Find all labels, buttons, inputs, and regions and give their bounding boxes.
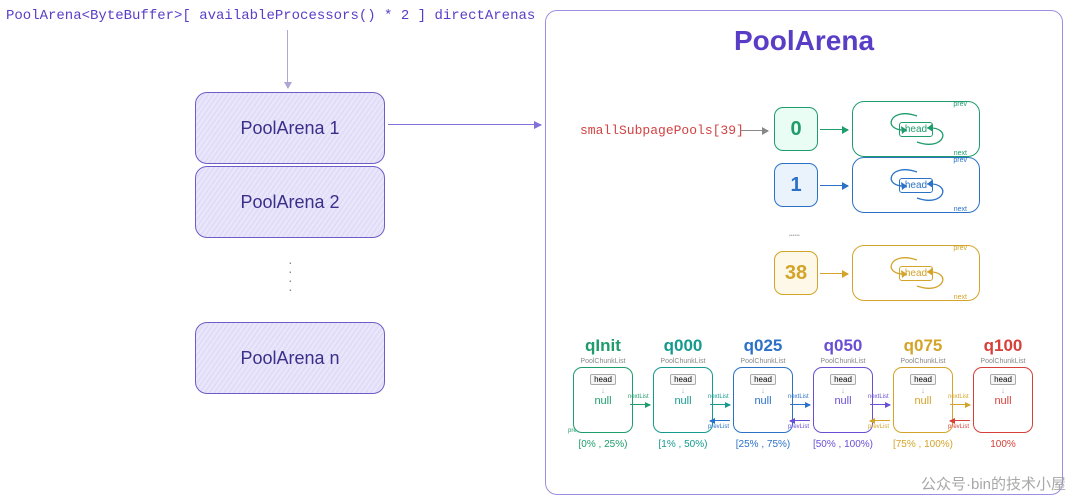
watermark: 公众号·bin的技术小屋 (921, 473, 1066, 494)
prev-label: prev (953, 101, 967, 108)
idx-arrow-1 (820, 185, 848, 186)
q-box: head↓null (573, 367, 633, 433)
arrow-pa1-to-panel (388, 124, 541, 125)
qcol-q050: q050 PoolChunkList head↓null [50% , 100%) (806, 336, 880, 450)
code-header: PoolArena<ByteBuffer>[ availableProcesso… (6, 8, 535, 24)
prev-label: prev (953, 157, 967, 164)
q-title: q050 (806, 336, 880, 356)
q-sub: PoolChunkList (646, 358, 720, 365)
idx-arrow-0 (820, 129, 848, 130)
ssp-arrow (740, 130, 768, 131)
q-head: head (830, 374, 856, 385)
rows-ellipsis: …… (789, 229, 800, 239)
q-null: null (754, 395, 771, 407)
q-title: q100 (966, 336, 1040, 356)
q-down-icon: ↓ (921, 386, 926, 394)
q-sub: PoolChunkList (966, 358, 1040, 365)
q-box: head↓null (973, 367, 1033, 433)
vertical-ellipsis: ···· (288, 258, 293, 294)
next-label: next (954, 294, 967, 301)
q-sub: PoolChunkList (886, 358, 960, 365)
head-box-38: headprevnext (852, 245, 980, 301)
q-head: head (910, 374, 936, 385)
prev-label: prev (953, 245, 967, 252)
q-range: [50% , 100%) (806, 439, 880, 450)
q-sub: PoolChunkList (806, 358, 880, 365)
qcol-q075: q075 PoolChunkList head↓null [75% , 100%) (886, 336, 960, 450)
q-box: head↓null (813, 367, 873, 433)
q-box: head↓null (733, 367, 793, 433)
q-null: null (674, 395, 691, 407)
poolarena-panel: PoolArena smallSubpagePools[39] …… prevL… (545, 10, 1063, 495)
q-down-icon: ↓ (761, 386, 766, 394)
q-range: [1% , 50%) (646, 439, 720, 450)
q-range: 100% (966, 439, 1040, 450)
q-title: q000 (646, 336, 720, 356)
q-title: qInit (566, 336, 640, 356)
q-head: head (590, 374, 616, 385)
q-null: null (594, 395, 611, 407)
q-down-icon: ↓ (681, 386, 686, 394)
q-null: null (914, 395, 931, 407)
q-sub: PoolChunkList (726, 358, 800, 365)
panel-title: PoolArena (546, 25, 1062, 57)
q-head: head (670, 374, 696, 385)
poolarena-box-n: PoolArena n (195, 322, 385, 394)
q-title: q075 (886, 336, 960, 356)
q-down-icon: ↓ (601, 386, 606, 394)
q-head: head (990, 374, 1016, 385)
arrow-header-to-pa1 (287, 30, 288, 88)
q-sub: PoolChunkList (566, 358, 640, 365)
idx-box-0: 0 (774, 107, 818, 151)
q-range: [25% , 75%) (726, 439, 800, 450)
qcol-q000: q000 PoolChunkList head↓null [1% , 50%) (646, 336, 720, 450)
q-null: null (834, 395, 851, 407)
q-range: [75% , 100%) (886, 439, 960, 450)
head-box-0: headprevnext (852, 101, 980, 157)
q-box: head↓null (893, 367, 953, 433)
head-box-1: headprevnext (852, 157, 980, 213)
q-down-icon: ↓ (1001, 386, 1006, 394)
q-box: head↓null (653, 367, 713, 433)
next-label: next (954, 206, 967, 213)
qcol-qInit: qInit PoolChunkList head↓null [0% , 25%) (566, 336, 640, 450)
idx-box-38: 38 (774, 251, 818, 295)
qlist-area: prevList qInitPoolChunkListhead↓null[0% … (556, 336, 1052, 491)
q-range: [0% , 25%) (566, 439, 640, 450)
poolarena-box-1: PoolArena 1 (195, 92, 385, 164)
idx-arrow-38 (820, 273, 848, 274)
poolarena-box-2: PoolArena 2 (195, 166, 385, 238)
q-title: q025 (726, 336, 800, 356)
q-down-icon: ↓ (841, 386, 846, 394)
small-subpage-pools-label: smallSubpagePools[39] (580, 123, 744, 138)
qcol-q025: q025 PoolChunkList head↓null [25% , 75%) (726, 336, 800, 450)
q-null: null (994, 395, 1011, 407)
idx-box-1: 1 (774, 163, 818, 207)
qcol-q100: q100 PoolChunkList head↓null 100% (966, 336, 1040, 450)
q-head: head (750, 374, 776, 385)
